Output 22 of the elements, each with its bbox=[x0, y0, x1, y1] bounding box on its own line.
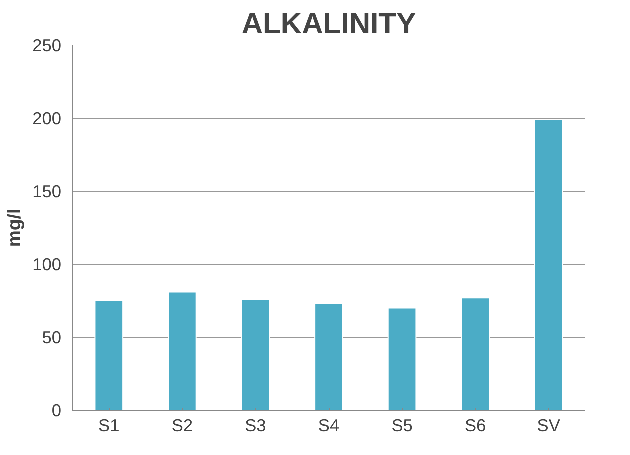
x-tick-label: S3 bbox=[245, 416, 266, 436]
bar bbox=[168, 292, 197, 410]
x-tick-label: SV bbox=[537, 416, 561, 436]
bar bbox=[241, 299, 270, 410]
y-tick-label: 0 bbox=[52, 400, 62, 420]
bar bbox=[461, 298, 490, 410]
x-tick-label: S1 bbox=[98, 416, 120, 436]
y-tick-label: 50 bbox=[42, 328, 62, 348]
y-tick-label: 150 bbox=[32, 182, 62, 202]
x-tick-label: S5 bbox=[392, 416, 413, 436]
bar bbox=[534, 119, 564, 410]
chart-title: ALKALINITY bbox=[242, 8, 417, 40]
x-tick-label: S2 bbox=[172, 416, 194, 436]
x-tick-label: S6 bbox=[464, 416, 486, 436]
bar bbox=[94, 300, 124, 410]
y-tick-label: 200 bbox=[32, 108, 62, 128]
bar bbox=[314, 303, 344, 410]
y-axis-title: mg/l bbox=[4, 208, 25, 248]
x-tick-label: S4 bbox=[318, 416, 340, 436]
y-tick-label: 100 bbox=[32, 254, 62, 274]
bar bbox=[388, 308, 417, 410]
y-tick-label: 250 bbox=[32, 36, 62, 56]
